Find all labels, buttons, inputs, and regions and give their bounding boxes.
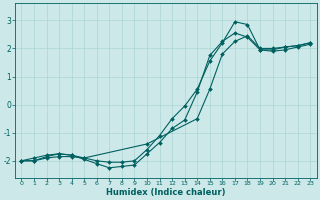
X-axis label: Humidex (Indice chaleur): Humidex (Indice chaleur) [106,188,226,197]
